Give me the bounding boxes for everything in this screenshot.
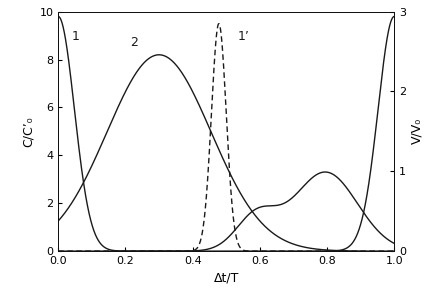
- Text: 1’: 1’: [238, 30, 250, 44]
- Text: 2: 2: [130, 36, 138, 49]
- X-axis label: Δt/T: Δt/T: [214, 272, 239, 284]
- Text: 1: 1: [72, 30, 80, 44]
- Y-axis label: V/V₀: V/V₀: [410, 118, 423, 145]
- Y-axis label: C/C’₀: C/C’₀: [22, 116, 35, 147]
